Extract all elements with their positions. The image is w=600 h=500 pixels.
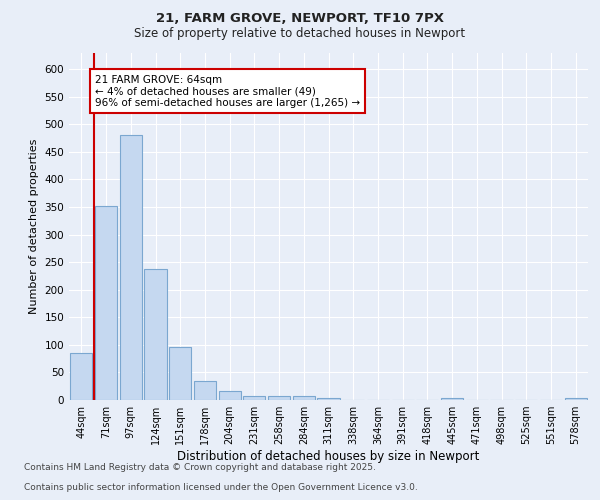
Text: 21, FARM GROVE, NEWPORT, TF10 7PX: 21, FARM GROVE, NEWPORT, TF10 7PX xyxy=(156,12,444,26)
X-axis label: Distribution of detached houses by size in Newport: Distribution of detached houses by size … xyxy=(178,450,479,463)
Bar xyxy=(243,396,265,400)
Text: Size of property relative to detached houses in Newport: Size of property relative to detached ho… xyxy=(134,28,466,40)
Text: Contains public sector information licensed under the Open Government Licence v3: Contains public sector information licen… xyxy=(24,484,418,492)
Bar xyxy=(169,347,191,400)
Bar xyxy=(119,135,142,400)
Bar xyxy=(70,353,92,400)
Bar xyxy=(194,380,216,400)
Bar xyxy=(565,398,587,400)
Text: 21 FARM GROVE: 64sqm
← 4% of detached houses are smaller (49)
96% of semi-detach: 21 FARM GROVE: 64sqm ← 4% of detached ho… xyxy=(95,74,360,108)
Bar xyxy=(218,391,241,400)
Y-axis label: Number of detached properties: Number of detached properties xyxy=(29,138,39,314)
Bar xyxy=(441,398,463,400)
Bar xyxy=(145,270,167,400)
Bar xyxy=(268,396,290,400)
Bar xyxy=(95,206,117,400)
Text: Contains HM Land Registry data © Crown copyright and database right 2025.: Contains HM Land Registry data © Crown c… xyxy=(24,464,376,472)
Bar xyxy=(293,396,315,400)
Bar xyxy=(317,398,340,400)
